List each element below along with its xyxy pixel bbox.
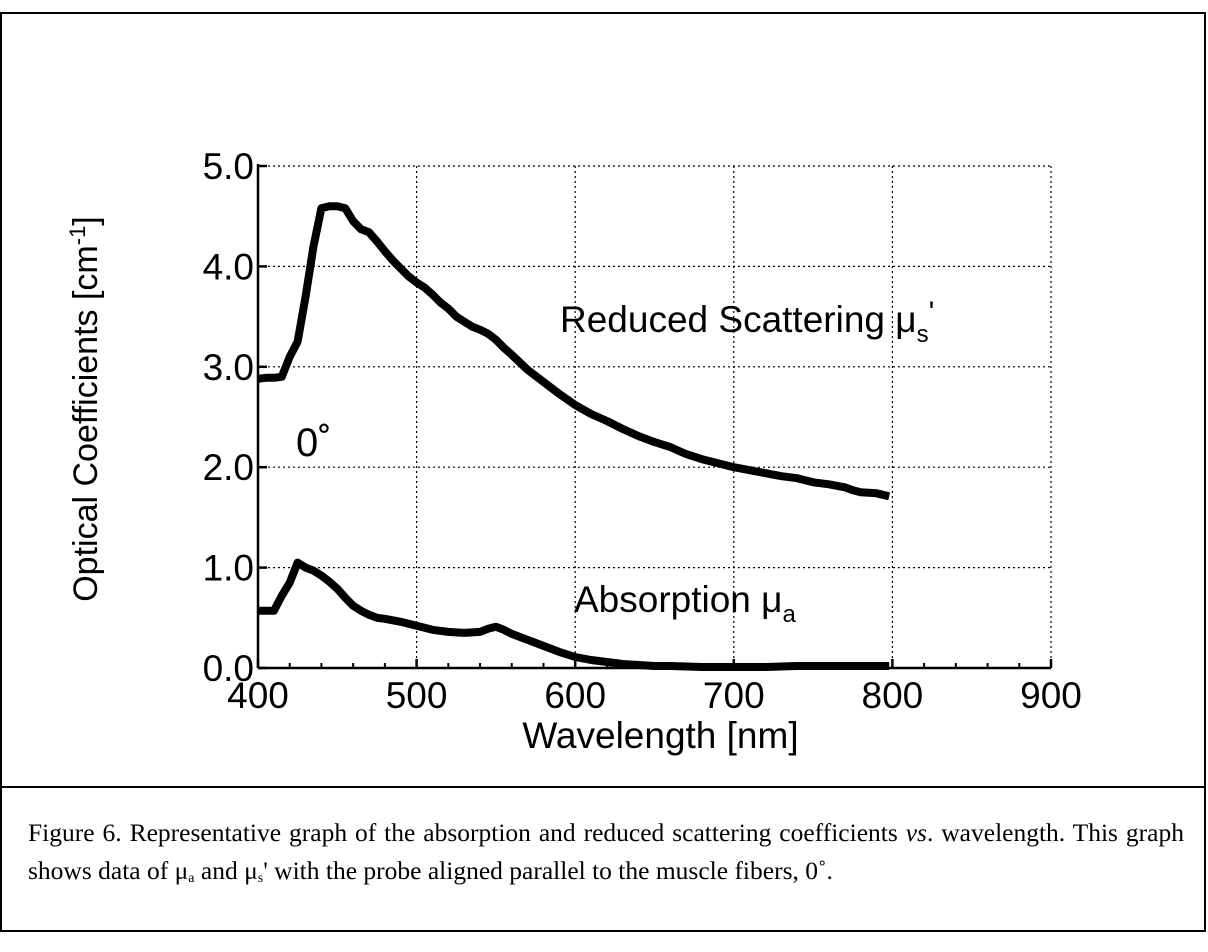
caption-part2: and μ — [194, 856, 258, 885]
figure-frame: 400 500 600 700 800 900 0.0 1.0 2.0 3.0 4.0 5.0 Wave… — [0, 12, 1206, 932]
caption-vs: vs — [905, 818, 927, 847]
y-axis-label-tail: ] — [67, 216, 105, 225]
x-axis-label: Wavelength [nm] — [522, 715, 798, 756]
x-tick-label: 900 — [1020, 675, 1082, 716]
caption-divider — [2, 786, 1204, 788]
caption-part1: . wavelength. This graph shows data of μ — [28, 818, 1184, 885]
x-tick-label: 600 — [544, 675, 606, 716]
x-tick-label: 500 — [386, 675, 448, 716]
x-tick-label: 700 — [703, 675, 765, 716]
series-label-main: Reduced Scattering μ — [560, 299, 917, 340]
series-label-scattering: Reduced Scattering μs' — [560, 296, 934, 348]
series-label-sub: s — [917, 321, 929, 348]
y-tick-label: 5.0 — [203, 146, 254, 187]
y-tick-label: 4.0 — [203, 246, 254, 287]
grid — [258, 165, 1052, 668]
caption-sub-a: a — [188, 871, 195, 886]
series-line-scattering — [257, 202, 891, 501]
caption-part3: ' with the probe aligned parallel to the… — [263, 856, 833, 885]
series-line-absorption — [258, 558, 890, 671]
chart: 400 500 600 700 800 900 0.0 1.0 2.0 3.0 4.0 5.0 Wave… — [65, 146, 1082, 756]
labels: 400 500 600 700 800 900 0.0 1.0 2.0 3.0 4.0 5.0 Wave… — [65, 146, 1082, 756]
y-axis-label: Optical Coefficients [cm-1] — [65, 216, 105, 602]
y-axis-label-main: Optical Coefficients [cm — [67, 245, 105, 602]
y-tick-label: 0.0 — [203, 648, 254, 689]
series-label-absorption: Absorption μa — [574, 579, 797, 628]
y-tick-label: 2.0 — [203, 447, 254, 488]
x-tick-label: 800 — [862, 675, 924, 716]
caption-sub-s: s — [257, 871, 264, 886]
y-tick-label: 3.0 — [203, 347, 254, 388]
figure-caption: Figure 6. Representative graph of the ab… — [28, 814, 1184, 898]
series-label-sub: a — [783, 601, 797, 628]
y-axis-label-superscript: -1 — [65, 226, 90, 246]
x-tick-label: 400 — [227, 675, 289, 716]
series-layer — [257, 202, 891, 671]
y-tick-label: 1.0 — [203, 548, 254, 589]
caption-lead: Figure 6. Representative graph of the ab… — [28, 818, 906, 847]
series-label-main: Absorption μ — [574, 579, 783, 620]
series-label-tail: ' — [929, 296, 935, 329]
angle-annotation: 0˚ — [296, 421, 332, 465]
